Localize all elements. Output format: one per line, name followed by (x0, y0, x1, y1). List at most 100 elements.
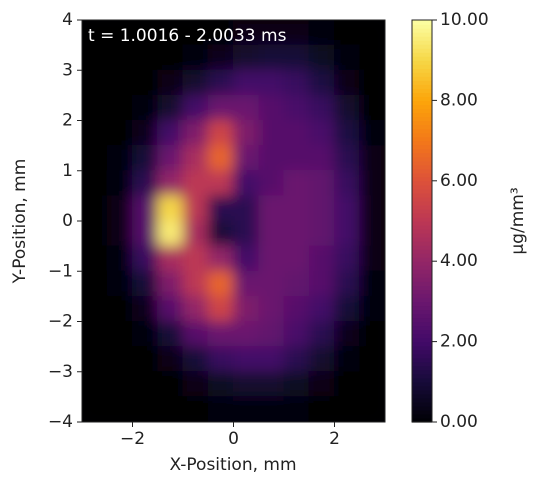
heatmap-cell (359, 94, 385, 121)
heatmap-cell (132, 371, 159, 398)
colorbar-swatch (412, 176, 432, 182)
colorbar-swatch (412, 389, 432, 395)
colorbar-swatch (412, 148, 432, 154)
heatmap-cell (233, 170, 260, 197)
y-tick-label: −4 (48, 412, 73, 432)
heatmap-cell (106, 69, 133, 96)
colorbar-tick-label: 4.00 (440, 251, 478, 271)
y-tick-label: −1 (48, 261, 73, 281)
colorbar-swatch (412, 269, 432, 274)
heatmap-cell (182, 20, 209, 46)
heatmap-cell (283, 270, 310, 297)
heatmap-cell (182, 321, 209, 348)
heatmap-cell (132, 94, 159, 121)
heatmap-cell (182, 295, 209, 322)
heatmap (82, 20, 385, 422)
heatmap-cell (157, 44, 184, 71)
heatmap-cell (157, 371, 184, 398)
colorbar-swatch (412, 329, 432, 335)
colorbar-swatch (412, 140, 432, 146)
heatmap-cell (132, 321, 159, 348)
heatmap-cell (258, 170, 285, 197)
heatmap-cell (334, 120, 361, 147)
heatmap-cell (283, 371, 310, 398)
colorbar-swatch (412, 24, 432, 29)
heatmap-cell (233, 195, 260, 222)
colorbar-swatch (412, 184, 432, 190)
heatmap-cell (132, 145, 159, 172)
heatmap-cell (157, 220, 184, 247)
heatmap-cell (82, 295, 108, 322)
colorbar-swatch (412, 216, 432, 222)
colorbar-swatch (412, 337, 432, 343)
colorbar-swatch (412, 144, 432, 150)
colorbar-swatch (412, 88, 432, 93)
heatmap-cell (283, 120, 310, 147)
heatmap-cell (132, 120, 159, 147)
colorbar-label: μg/mm³ (508, 187, 528, 254)
colorbar-swatch (412, 128, 432, 134)
colorbar-swatch (412, 317, 432, 323)
colorbar-swatch (412, 253, 432, 258)
heatmap-cell (258, 371, 285, 398)
colorbar-swatch (412, 241, 432, 246)
y-tick-label: −3 (48, 362, 73, 382)
heatmap-cell (258, 195, 285, 222)
colorbar-swatch (412, 124, 432, 130)
colorbar: 0.00 2.00 4.00 6.00 8.00 10.00 (411, 10, 489, 432)
heatmap-cell (207, 69, 234, 96)
heatmap-cell (82, 321, 108, 348)
heatmap-cell (157, 295, 184, 322)
heatmap-cell (132, 346, 159, 373)
heatmap-cell (132, 44, 159, 71)
heatmap-cell (182, 145, 209, 172)
heatmap-cell (233, 396, 260, 422)
colorbar-swatch (412, 100, 432, 106)
heatmap-cell (106, 371, 133, 398)
heatmap-cell (182, 94, 209, 121)
colorbar-swatch (412, 208, 432, 214)
heatmap-cell (233, 220, 260, 247)
colorbar-swatch (412, 204, 432, 210)
colorbar-swatch (412, 325, 432, 331)
heatmap-cell (157, 120, 184, 147)
heatmap-cell (132, 220, 159, 247)
axes: −2 0 2 −4 −3 −2 −1 0 1 2 3 4 0.00 2.00 4.00 6.00 8.00 10.… (48, 10, 489, 449)
y-axis-label: Y-Position, mm (10, 159, 30, 285)
heatmap-cell (82, 20, 108, 46)
heatmap-cell (308, 20, 335, 46)
colorbar-swatch (412, 273, 432, 278)
heatmap-cell (359, 195, 385, 222)
heatmap-cell (308, 371, 335, 398)
heatmap-cell (182, 195, 209, 222)
heatmap-cell (207, 94, 234, 121)
heatmap-cell (106, 170, 133, 197)
colorbar-swatch (412, 257, 432, 262)
colorbar-swatch (412, 409, 432, 415)
heatmap-cell (258, 295, 285, 322)
colorbar-swatch (412, 349, 432, 355)
heatmap-cell (157, 195, 184, 222)
heatmap-cell (308, 195, 335, 222)
heatmap-cell (334, 195, 361, 222)
x-tick-label: −2 (120, 429, 145, 449)
colorbar-swatch (412, 293, 432, 298)
heatmap-cell (157, 145, 184, 172)
colorbar-swatch (412, 132, 432, 138)
colorbar-swatch (412, 309, 432, 315)
heatmap-cell (359, 20, 385, 46)
heatmap-cell (308, 69, 335, 96)
heatmap-cell (82, 120, 108, 147)
heatmap-cell (258, 145, 285, 172)
heatmap-cell (258, 321, 285, 348)
heatmap-cell (258, 69, 285, 96)
heatmap-cell (182, 371, 209, 398)
heatmap-cell (157, 270, 184, 297)
heatmap-cell (106, 396, 133, 422)
colorbar-swatch (412, 365, 432, 371)
heatmap-cell (283, 220, 310, 247)
heatmap-cell (233, 245, 260, 272)
heatmap-cell (258, 346, 285, 373)
colorbar-swatch (412, 160, 432, 166)
colorbar-swatch (412, 44, 432, 49)
